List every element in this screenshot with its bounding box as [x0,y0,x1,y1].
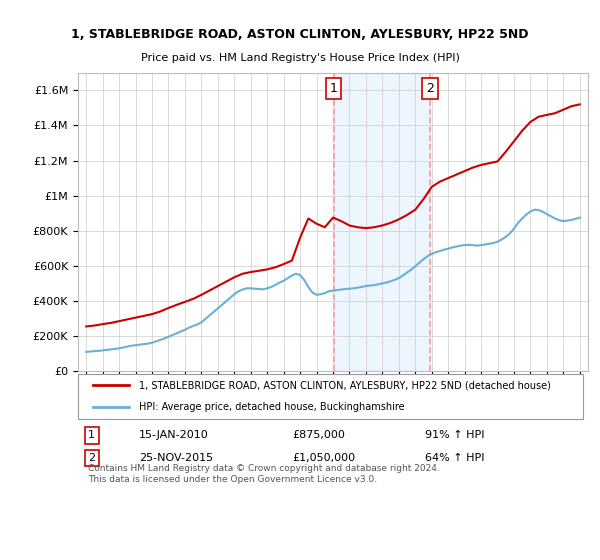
Text: 15-JAN-2010: 15-JAN-2010 [139,431,209,441]
Text: 2: 2 [426,82,434,95]
Text: 1, STABLEBRIDGE ROAD, ASTON CLINTON, AYLESBURY, HP22 5ND: 1, STABLEBRIDGE ROAD, ASTON CLINTON, AYL… [71,28,529,41]
Text: Price paid vs. HM Land Registry's House Price Index (HPI): Price paid vs. HM Land Registry's House … [140,53,460,63]
Text: 2: 2 [88,453,95,463]
Text: 64% ↑ HPI: 64% ↑ HPI [425,453,484,463]
Text: 91% ↑ HPI: 91% ↑ HPI [425,431,484,441]
Text: £875,000: £875,000 [292,431,345,441]
Text: 1, STABLEBRIDGE ROAD, ASTON CLINTON, AYLESBURY, HP22 5ND (detached house): 1, STABLEBRIDGE ROAD, ASTON CLINTON, AYL… [139,380,551,390]
Text: 25-NOV-2015: 25-NOV-2015 [139,453,214,463]
Text: £1,050,000: £1,050,000 [292,453,355,463]
Text: Contains HM Land Registry data © Crown copyright and database right 2024.
This d: Contains HM Land Registry data © Crown c… [88,464,440,484]
Bar [334,73,430,371]
Text: 1: 1 [330,82,338,95]
Text: 1: 1 [88,431,95,441]
FancyBboxPatch shape [78,374,583,419]
Text: HPI: Average price, detached house, Buckinghamshire: HPI: Average price, detached house, Buck… [139,402,405,412]
